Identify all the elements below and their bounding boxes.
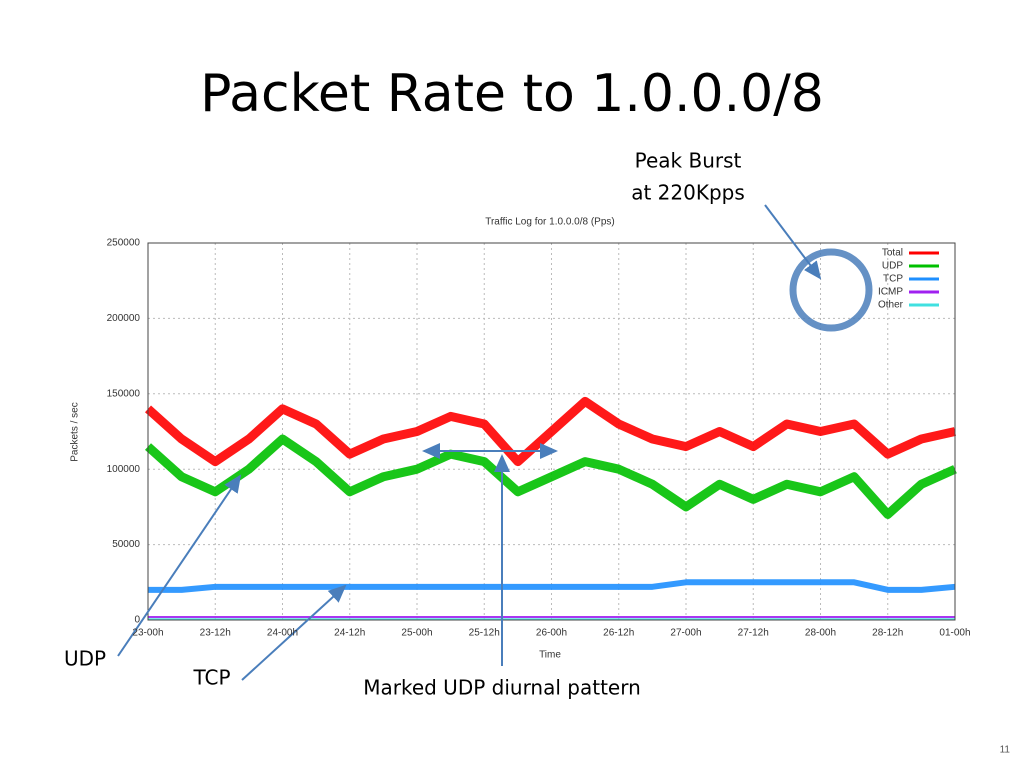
x-tick-label: 25-00h: [401, 628, 432, 639]
plot: [144, 242, 957, 621]
peak-note: at 220Kpps: [631, 181, 745, 205]
series-line: [144, 434, 957, 519]
y-axis-label: Packets / sec: [70, 402, 81, 461]
legend-label: Total: [882, 248, 903, 259]
y-tick-label: 100000: [107, 464, 141, 475]
arrow: [764, 204, 822, 280]
x-axis-label: Time: [539, 650, 561, 661]
tcp-note: TCP: [192, 666, 230, 690]
y-tick-label: 150000: [107, 388, 141, 399]
series-line: [144, 396, 956, 467]
page-number: 11: [1000, 745, 1011, 756]
x-tick-label: 25-12h: [469, 628, 500, 639]
plot-frame: [147, 242, 956, 621]
udp-note: UDP: [64, 647, 106, 671]
x-tick-label: 26-00h: [536, 628, 567, 639]
x-tick-label: 28-00h: [805, 628, 836, 639]
x-tick-label: 24-12h: [334, 628, 365, 639]
peak-note: Peak Burst: [635, 149, 742, 173]
arrow: [241, 584, 347, 681]
x-tick-label: 01-00h: [939, 628, 970, 639]
y-tick-label: 0: [134, 615, 140, 626]
y-tick-label: 200000: [107, 313, 141, 324]
y-tick-label: 250000: [107, 238, 141, 249]
arrow: [117, 474, 242, 657]
x-tick-label: 24-00h: [267, 628, 298, 639]
legend-label: TCP: [883, 274, 903, 285]
x-tick-label: 23-12h: [200, 628, 231, 639]
legend-label: ICMP: [878, 287, 903, 298]
x-tick-label: 28-12h: [872, 628, 903, 639]
x-tick-label: 23-00h: [132, 628, 163, 639]
legend-label: UDP: [882, 261, 903, 272]
legend-label: Other: [878, 300, 904, 311]
series-line: [148, 579, 956, 593]
highlight-circle: [789, 248, 873, 332]
y-tick-label: 50000: [112, 539, 140, 550]
chart-title: Traffic Log for 1.0.0.0/8 (Pps): [485, 217, 615, 228]
x-tick-label: 26-12h: [603, 628, 634, 639]
x-tick-label: 27-00h: [670, 628, 701, 639]
diurnal-note: Marked UDP diurnal pattern: [363, 676, 641, 700]
x-tick-label: 27-12h: [738, 628, 769, 639]
slide-title: Packet Rate to 1.0.0.0/8: [200, 64, 824, 124]
